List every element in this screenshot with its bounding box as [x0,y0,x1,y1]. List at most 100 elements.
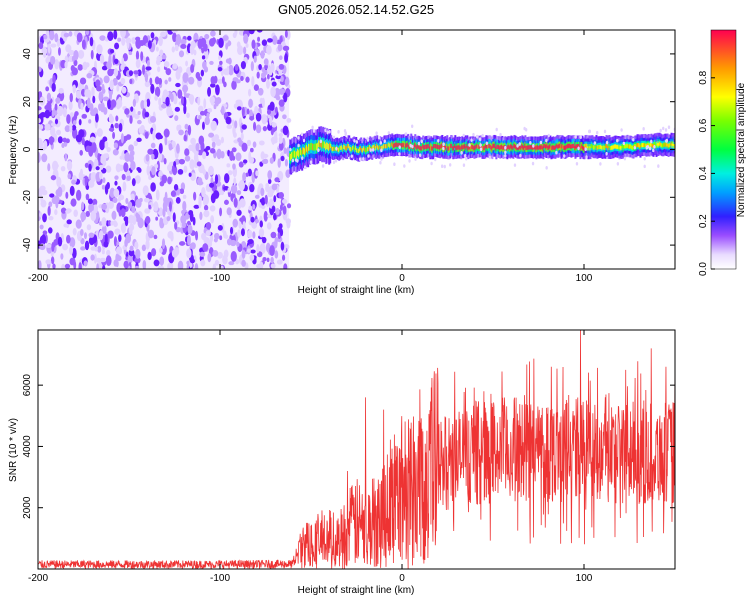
noise-blob [179,188,185,195]
signal-speckle [622,141,626,146]
noise-blob [80,211,87,222]
noise-blob [124,108,130,115]
noise-blob [153,201,159,212]
colorbar-tick-label: 0.2 [698,214,709,228]
noise-blob [97,152,101,164]
noise-blob [51,160,59,172]
noise-blob [252,203,256,210]
noise-blob [72,120,77,126]
noise-blob [226,65,230,76]
noise-blob [262,256,267,262]
noise-blob [271,81,277,87]
noise-blob [278,135,283,144]
signal-speckle [665,139,668,143]
noise-blob [256,71,260,79]
noise-blob [159,180,165,187]
signal-cell [344,145,347,150]
noise-blob [278,88,285,95]
noise-blob [262,153,269,159]
noise-blob [198,115,202,120]
signal-cell [618,146,621,151]
signal-cell [527,145,530,150]
noise-blob [241,124,247,130]
noise-blob [158,134,163,140]
noise-blob [101,217,107,227]
noise-blob [44,123,51,131]
noise-blob [137,110,141,115]
signal-cell [456,145,459,150]
signal-cell [405,143,408,148]
signal-cell [415,144,418,149]
noise-blob [205,145,211,151]
noise-blob [108,91,113,101]
signal-cell [488,143,491,149]
noise-blob [66,234,71,244]
signal-cell [429,146,432,151]
signal-cell [290,153,293,161]
signal-cell [540,145,543,150]
signal-cell [568,143,571,149]
noise-blob [134,241,139,250]
noise-blob [170,233,174,242]
signal-cell [671,143,674,148]
signal-cell [500,145,503,150]
signal-speckle [303,165,307,169]
signal-speckle [532,144,535,148]
noise-blob [264,64,268,70]
noise-blob [219,60,223,65]
noise-blob [53,195,60,204]
signal-cell [634,144,637,149]
signal-speckle [499,132,502,137]
signal-speckle [291,158,295,163]
noise-blob [180,215,187,224]
signal-cell [320,139,323,147]
noise-blob [163,128,170,138]
noise-blob [267,38,273,43]
noise-blob [96,263,100,269]
noise-blob [79,168,83,177]
noise-blob [49,30,55,41]
noise-blob [269,245,275,257]
noise-blob [65,209,71,214]
signal-speckle [646,145,650,149]
signal-cell [534,145,537,150]
signal-cell [628,144,631,149]
signal-speckle [403,164,406,168]
noise-blob [273,212,277,221]
noise-blob [261,236,267,244]
noise-blob [199,211,203,221]
noise-blob [135,212,139,219]
noise-blob [286,203,292,209]
signal-speckle [633,145,637,150]
noise-blob [70,198,77,207]
noise-blob [39,96,46,106]
signal-cell [605,143,608,148]
noise-blob [230,184,238,194]
noise-blob [233,197,238,208]
signal-cell [639,144,642,150]
noise-blob [123,162,129,173]
signal-cell [420,146,423,151]
signal-cell [511,144,514,150]
noise-blob [128,249,135,257]
noise-blob [124,218,129,227]
noise-blob [38,66,42,73]
signal-speckle [485,141,489,146]
noise-blob [39,224,44,230]
noise-blob [97,245,102,253]
signal-speckle [504,150,507,155]
noise-blob [80,246,86,251]
noise-blob [282,205,287,215]
noise-blob [203,66,209,73]
signal-cell [430,144,433,150]
signal-cell [337,147,340,152]
noise-blob [204,33,210,40]
noise-blob [85,145,91,153]
signal-cell [586,143,589,149]
signal-cell [602,144,605,149]
noise-blob [253,84,259,92]
noise-blob [190,63,195,73]
signal-cell [544,143,547,148]
noise-blob [102,136,108,143]
noise-blob [218,55,221,61]
